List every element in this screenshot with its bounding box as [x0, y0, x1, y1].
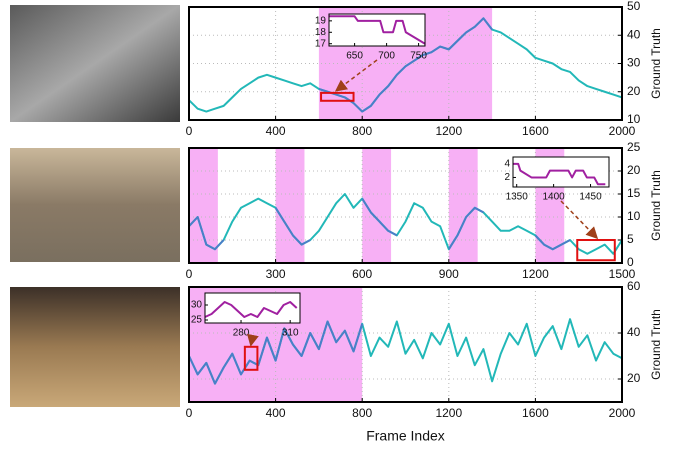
inset-y-tick-label: 18: [315, 27, 327, 38]
y-axis-title: Ground Truth: [649, 309, 663, 380]
inset-background: [513, 157, 609, 187]
x-tick-label: 2000: [609, 124, 636, 138]
y-axis-title: Ground Truth: [649, 170, 663, 241]
x-tick-label: 0: [186, 406, 193, 420]
y-tick-label: 5: [627, 232, 634, 246]
x-tick-label: 1200: [435, 124, 462, 138]
inset-y-tick-label: 4: [504, 158, 510, 169]
y-tick-label: 20: [627, 371, 641, 385]
highlight-region: [276, 148, 305, 263]
inset-background: [329, 14, 425, 46]
x-tick-label: 800: [352, 124, 372, 138]
inset-y-tick-label: 19: [315, 15, 327, 26]
y-tick-label: 0: [627, 255, 634, 269]
scene-photo: [10, 148, 180, 262]
inset-x-tick-label: 1350: [506, 192, 529, 203]
x-tick-label: 2000: [609, 406, 636, 420]
inset-y-tick-label: 25: [191, 315, 203, 326]
x-tick-label: 900: [439, 267, 459, 281]
y-axis-title: Ground Truth: [649, 28, 663, 99]
inset-x-tick-label: 1450: [579, 192, 602, 203]
x-axis-title: Frame Index: [366, 428, 445, 444]
x-tick-label: 1600: [522, 406, 549, 420]
y-tick-label: 40: [627, 27, 641, 41]
x-tick-label: 0: [186, 124, 193, 138]
x-tick-label: 800: [352, 406, 372, 420]
x-tick-label: 400: [266, 124, 286, 138]
scene-photo: [10, 5, 180, 122]
y-tick-label: 50: [627, 0, 641, 13]
inset-y-tick-label: 2: [504, 172, 510, 183]
inset-y-tick-label: 17: [315, 38, 327, 49]
zoom-arrow: [561, 201, 596, 237]
figure: 04008001200160020001020304050Ground Trut…: [0, 0, 681, 449]
y-tick-label: 20: [627, 163, 641, 177]
y-tick-label: 60: [627, 279, 641, 293]
x-tick-label: 1200: [435, 406, 462, 420]
inset-x-tick-label: 750: [410, 51, 427, 62]
y-tick-label: 20: [627, 84, 641, 98]
y-tick-label: 40: [627, 325, 641, 339]
inset-x-tick-label: 280: [233, 328, 250, 339]
inset-y-tick-label: 30: [191, 300, 203, 311]
x-tick-label: 0: [186, 267, 193, 281]
inset-x-tick-label: 700: [378, 51, 395, 62]
inset-x-tick-label: 310: [282, 328, 299, 339]
x-tick-label: 1600: [522, 124, 549, 138]
inset-x-tick-label: 650: [346, 51, 363, 62]
scene-photo: [10, 287, 180, 407]
highlight-region: [449, 148, 478, 263]
x-tick-label: 600: [352, 267, 372, 281]
y-tick-label: 10: [627, 112, 641, 126]
y-tick-label: 10: [627, 209, 641, 223]
x-tick-label: 1200: [522, 267, 549, 281]
y-tick-label: 15: [627, 186, 641, 200]
highlight-region: [189, 148, 218, 263]
y-tick-label: 25: [627, 140, 641, 154]
x-tick-label: 400: [266, 406, 286, 420]
x-tick-label: 300: [266, 267, 286, 281]
y-tick-label: 30: [627, 56, 641, 70]
